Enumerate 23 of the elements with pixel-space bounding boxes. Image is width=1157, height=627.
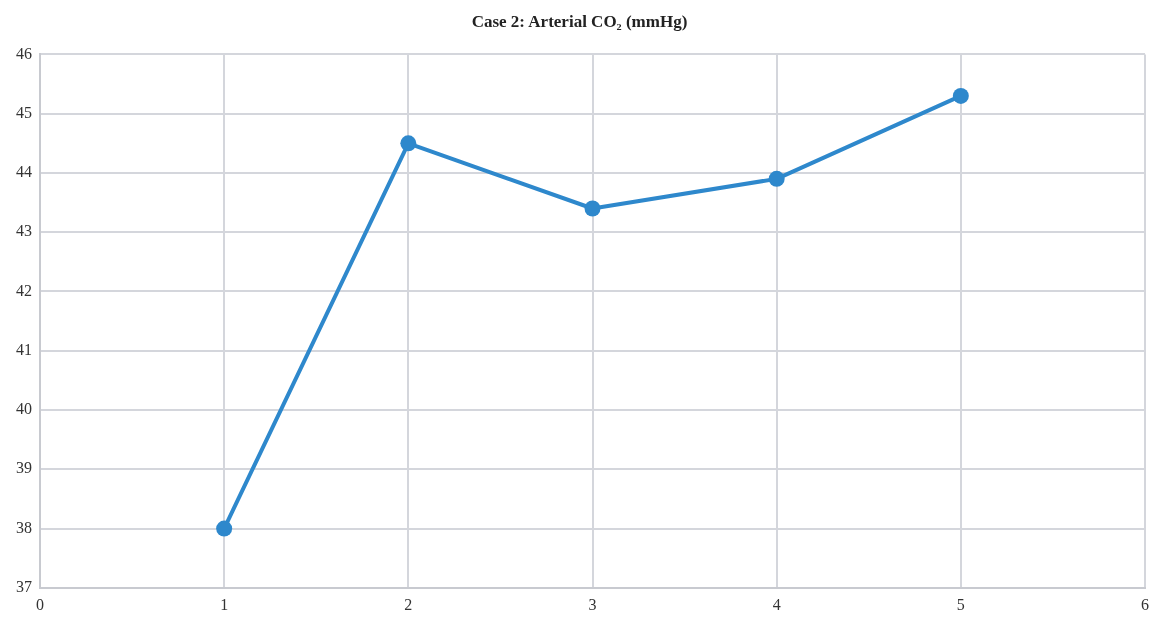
chart-title: Case 2: Arterial CO₂ (mmHg) <box>471 11 688 31</box>
y-tick-label: 37 <box>16 578 32 595</box>
y-tick-label: 39 <box>16 459 32 477</box>
y-tick-label: 45 <box>16 103 32 121</box>
point <box>216 520 233 537</box>
x-tick-label: 2 <box>404 595 413 613</box>
y-tick-label: 43 <box>16 222 32 240</box>
y-tick-label: 38 <box>16 518 32 536</box>
x-tick-label: 3 <box>588 595 597 613</box>
point <box>584 200 601 217</box>
point <box>400 135 417 152</box>
y-tick-label: 46 <box>16 44 32 62</box>
point <box>768 170 785 187</box>
x-tick-label: 6 <box>1141 595 1149 613</box>
y-tick-label: 42 <box>16 281 32 299</box>
x-tick-label: 4 <box>772 595 781 613</box>
y-tick-label: 41 <box>16 340 32 358</box>
x-tick-label: 5 <box>956 595 965 613</box>
x-tick-label: 0 <box>36 595 44 613</box>
y-tick-label: 44 <box>16 163 32 181</box>
x-tick-label: 1 <box>220 595 229 613</box>
y-tick-label: 40 <box>16 400 32 418</box>
point <box>952 87 969 104</box>
